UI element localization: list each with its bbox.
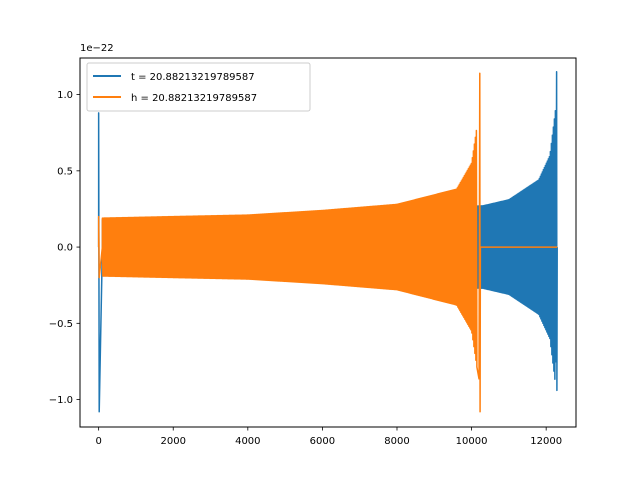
x-tick-label: 4000	[235, 436, 260, 447]
legend-box	[86, 62, 311, 112]
x-tick-label: 2000	[161, 436, 186, 447]
x-tick-label: 6000	[310, 436, 335, 447]
y-tick-label: −0.5	[49, 319, 73, 330]
x-tick-label: 10000	[456, 436, 488, 447]
series-line-h	[97, 72, 558, 413]
y-tick-label: −1.0	[49, 395, 73, 406]
x-tick-label: 0	[95, 436, 101, 447]
y-tick-label: 1.0	[57, 90, 73, 101]
x-tick-label: 12000	[530, 436, 562, 447]
y-tick-label: 0.5	[57, 166, 73, 177]
legend-label-h: h = 20.88213219789587	[131, 93, 257, 104]
y-axis: −1.0 −0.5 0.0 0.5 1.0	[49, 90, 80, 406]
legend-label-t: t = 20.88213219789587	[131, 72, 255, 83]
y-scale-label: 1e−22	[80, 43, 114, 54]
plot-frame	[79, 57, 577, 428]
series-layer	[97, 70, 558, 413]
legend: t = 20.88213219789587 h = 20.88213219789…	[86, 62, 311, 112]
x-tick-label: 8000	[384, 436, 409, 447]
y-tick-label: 0.0	[57, 243, 73, 254]
x-axis: 0 2000 4000 6000 8000 10000 12000	[95, 427, 562, 447]
